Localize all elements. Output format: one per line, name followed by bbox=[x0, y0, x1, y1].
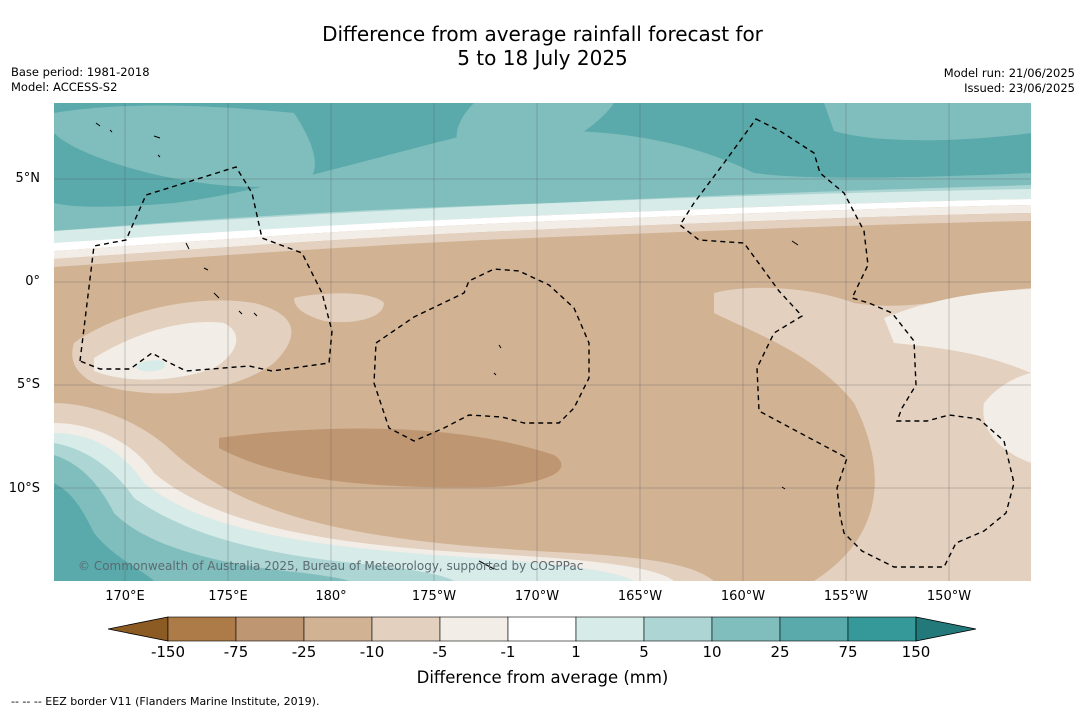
model-run-text: Model run: 21/06/2025 bbox=[943, 66, 1075, 80]
colorbar-tick-label: -75 bbox=[223, 643, 249, 661]
eez-border-east bbox=[679, 118, 1015, 568]
dry-patch-south bbox=[219, 428, 562, 488]
x-tick-175e: 175°E bbox=[208, 589, 248, 604]
eez-border-central bbox=[373, 268, 590, 442]
colorbar-tick-label: -150 bbox=[150, 643, 186, 661]
north-transition-3 bbox=[54, 205, 1031, 259]
north-band-patch-2 bbox=[824, 103, 1031, 141]
rainfall-anomaly-map bbox=[54, 103, 1031, 581]
x-tick-180: 180° bbox=[315, 589, 347, 604]
west-wet-spot bbox=[134, 360, 165, 372]
x-tick-165w: 165°W bbox=[617, 589, 663, 604]
colorbar-tick-label: -5 bbox=[432, 643, 448, 661]
central-light-patch bbox=[294, 293, 384, 323]
east-lighter-patch bbox=[884, 289, 1031, 373]
x-tick-170w: 170°W bbox=[514, 589, 560, 604]
eez-border-west bbox=[79, 166, 333, 372]
model-text: Model: ACCESS-S2 bbox=[11, 80, 118, 94]
y-tick-0: 0° bbox=[25, 274, 40, 289]
north-band-patch bbox=[456, 103, 614, 173]
y-tick-5s: 5°S bbox=[16, 377, 40, 392]
colorbar-tick-label: 75 bbox=[838, 643, 858, 661]
colorbar-swatch bbox=[371, 616, 441, 642]
colorbar-tick-label: -25 bbox=[291, 643, 317, 661]
base-period-text: Base period: 1981-2018 bbox=[11, 65, 150, 79]
colorbar-swatch bbox=[235, 616, 305, 642]
copyright-text: © Commonwealth of Australia 2025, Bureau… bbox=[78, 559, 584, 573]
east-light-region bbox=[714, 287, 1031, 581]
north-transition-1 bbox=[54, 189, 1031, 245]
colorbar-tick-label: -1 bbox=[500, 643, 516, 661]
north-transition-4 bbox=[54, 213, 1031, 267]
colorbar-swatch bbox=[507, 616, 577, 642]
x-tick-160w: 160°W bbox=[720, 589, 766, 604]
south-band-wet-4 bbox=[54, 483, 154, 581]
x-tick-150w: 150°W bbox=[926, 589, 972, 604]
x-tick-155w: 155°W bbox=[823, 589, 869, 604]
colorbar-title: Difference from average (mm) bbox=[416, 668, 669, 687]
colorbar-tick-label: 150 bbox=[901, 643, 931, 661]
y-tick-5n: 5°N bbox=[15, 171, 41, 186]
colorbar-svg bbox=[107, 616, 977, 642]
colorbar-tick-label: 10 bbox=[702, 643, 722, 661]
colorbar-tick-label: 5 bbox=[639, 643, 649, 661]
colorbar-swatch bbox=[779, 616, 849, 642]
island-marks bbox=[95, 122, 799, 570]
x-tick-170e: 170°E bbox=[105, 589, 145, 604]
title-line-1: Difference from average rainfall forecas… bbox=[322, 22, 763, 46]
west-lighter-patch bbox=[94, 322, 237, 380]
title-line-2: 5 to 18 July 2025 bbox=[457, 46, 628, 70]
issued-text: Issued: 23/06/2025 bbox=[964, 81, 1075, 95]
colorbar-swatch bbox=[847, 616, 917, 642]
colorbar-tick-label: 1 bbox=[571, 643, 581, 661]
x-tick-175w: 175°W bbox=[411, 589, 457, 604]
north-transition-2 bbox=[54, 199, 1031, 251]
north-band-patch-3 bbox=[54, 105, 315, 187]
chart-title: Difference from average rainfall forecas… bbox=[0, 22, 1085, 70]
east-lighter-patch-2 bbox=[983, 373, 1031, 463]
colorbar-swatch bbox=[711, 616, 781, 642]
colorbar-extend-high bbox=[915, 616, 977, 642]
colorbar bbox=[107, 616, 978, 642]
map-svg bbox=[54, 103, 1031, 581]
eez-borders bbox=[79, 118, 1015, 568]
colorbar-swatch bbox=[303, 616, 373, 642]
colorbar-extend-low bbox=[107, 616, 169, 642]
colorbar-swatch bbox=[643, 616, 713, 642]
y-tick-10s: 10°S bbox=[8, 481, 40, 496]
island-coastlines bbox=[95, 122, 799, 570]
colorbar-tick-label: -10 bbox=[359, 643, 385, 661]
colorbar-swatch bbox=[439, 616, 509, 642]
colorbar-tick-label: 25 bbox=[770, 643, 790, 661]
south-band-wet-3 bbox=[54, 455, 349, 581]
eez-footnote: -- -- -- EEZ border V11 (Flanders Marine… bbox=[11, 695, 320, 708]
meta-right: Model run: 21/06/2025 Issued: 23/06/2025 bbox=[944, 66, 1075, 96]
colorbar-swatch bbox=[167, 616, 237, 642]
meta-left: Base period: 1981-2018 Model: ACCESS-S2 bbox=[11, 65, 150, 95]
colorbar-swatch bbox=[575, 616, 645, 642]
